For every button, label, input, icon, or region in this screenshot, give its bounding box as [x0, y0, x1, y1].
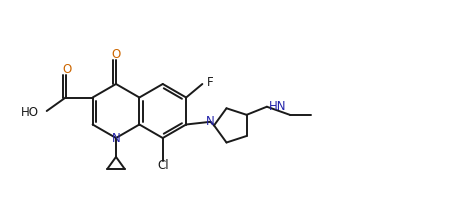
Text: O: O: [111, 48, 120, 61]
Text: N: N: [206, 115, 215, 128]
Text: O: O: [62, 63, 71, 76]
Text: HO: HO: [21, 105, 39, 118]
Text: N: N: [111, 131, 120, 144]
Text: F: F: [207, 76, 214, 89]
Text: HN: HN: [269, 100, 286, 113]
Text: Cl: Cl: [157, 159, 169, 172]
